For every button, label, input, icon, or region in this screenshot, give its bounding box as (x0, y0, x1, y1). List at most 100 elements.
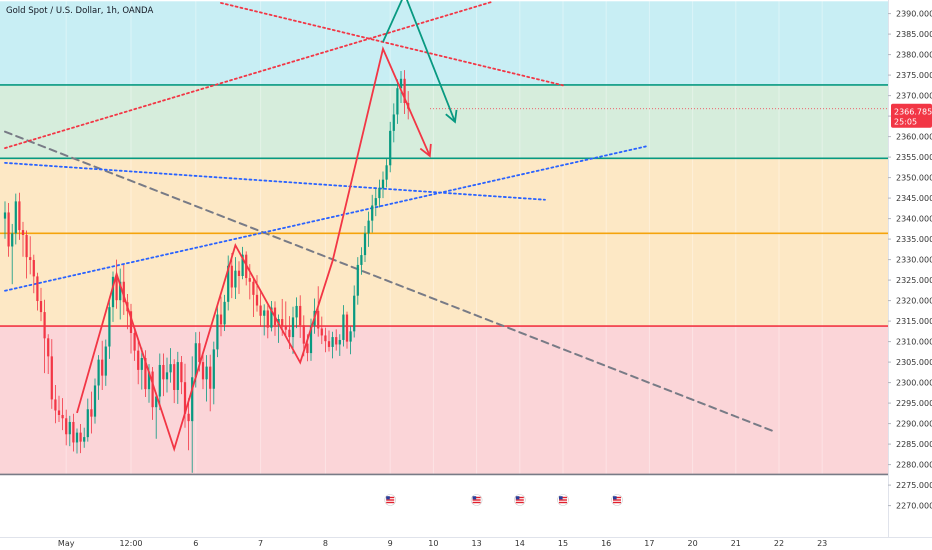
candle-body (104, 346, 107, 376)
candle (133, 326, 136, 361)
candle (266, 303, 269, 339)
flag-icon-stripe (559, 496, 567, 499)
candle (223, 294, 226, 331)
flag-icon-stripe (472, 501, 481, 504)
y-tick-label: 2330.000 (896, 256, 932, 265)
candle (111, 271, 115, 322)
candle-body (363, 233, 367, 256)
candle-body (317, 310, 320, 329)
candle-body (198, 343, 201, 363)
candle (291, 306, 295, 354)
candle (86, 398, 89, 442)
candle-body (140, 358, 143, 370)
candle (176, 351, 179, 404)
candle-body (356, 264, 359, 296)
candle (7, 203, 10, 257)
trend-line-2 (4, 145, 647, 292)
candle (259, 289, 262, 327)
y-axis: 2270.000 2275.000 2280.000 2285.000 2290.000… (888, 0, 932, 550)
candle-body (180, 362, 183, 383)
candle-body (309, 325, 313, 354)
price-zone-1 (0, 84, 888, 159)
candle-body (302, 325, 305, 344)
candle-body (392, 114, 395, 131)
x-tick-label: 9 (388, 539, 393, 548)
candle-body (11, 233, 14, 247)
x-tick-label: 8 (323, 539, 328, 548)
x-tick-label: 21 (731, 539, 741, 548)
candle (360, 247, 363, 275)
candle-body (338, 339, 341, 345)
candle (75, 428, 79, 454)
candle (115, 259, 118, 309)
candle-body (342, 314, 345, 340)
candle (29, 236, 32, 275)
candle-body (119, 281, 122, 301)
candle-body (299, 305, 302, 326)
candle (230, 253, 233, 299)
candle (93, 378, 97, 424)
y-tick-label: 2295.000 (896, 399, 932, 408)
y-tick-label: 2285.000 (896, 440, 932, 449)
candle-body (194, 343, 197, 378)
candle-body (295, 305, 298, 318)
candle (140, 347, 143, 390)
candle (158, 353, 161, 411)
candle (263, 304, 266, 336)
candle (367, 211, 370, 247)
candle-body (371, 205, 374, 221)
candle-body (72, 421, 75, 443)
candle-body (165, 372, 169, 380)
y-tick-label: 2350.000 (896, 174, 932, 183)
candle (237, 261, 241, 295)
candle-body (25, 235, 28, 258)
candle-body (65, 418, 68, 435)
y-tick-label: 2320.000 (896, 297, 932, 306)
candle (144, 350, 147, 397)
candle (338, 334, 341, 356)
candle-body (403, 78, 406, 103)
candle (3, 201, 7, 239)
x-tick-label: 20 (688, 539, 698, 548)
flag-icon-stripe (472, 499, 481, 501)
candle (155, 392, 158, 439)
y-tick-label: 2325.000 (896, 276, 932, 285)
candle (374, 188, 377, 217)
candle-body (205, 366, 208, 380)
candle-body (223, 301, 226, 325)
candle (101, 340, 104, 390)
candle (18, 192, 21, 240)
projection-path (382, 0, 456, 123)
candle (392, 103, 395, 143)
candle (173, 359, 176, 404)
candle (284, 301, 287, 337)
candle (335, 329, 338, 351)
candle (356, 257, 359, 305)
candle (25, 230, 28, 279)
candle (21, 221, 25, 257)
candle (209, 354, 212, 412)
candle (79, 424, 82, 454)
y-tick-label: 2375.000 (896, 71, 932, 80)
trend-line-1 (4, 161, 546, 201)
x-tick-label: May (58, 539, 75, 548)
candle (389, 121, 392, 173)
y-tick-label: 2355.000 (896, 153, 932, 162)
candle (180, 355, 183, 395)
flag-icon-stripe (515, 499, 524, 501)
candle-body (324, 335, 327, 342)
x-tick-label: 16 (601, 539, 611, 548)
candle (54, 385, 57, 424)
candle-body (349, 331, 352, 342)
candle-body (86, 409, 89, 438)
candle-body (54, 399, 57, 411)
candle-body (50, 356, 53, 400)
candle (295, 297, 298, 329)
flag-icon-stripe (472, 496, 481, 499)
candle (90, 391, 93, 434)
candle (299, 295, 302, 338)
candle (255, 275, 259, 312)
candle-body (79, 432, 82, 442)
candle-body (36, 276, 39, 302)
